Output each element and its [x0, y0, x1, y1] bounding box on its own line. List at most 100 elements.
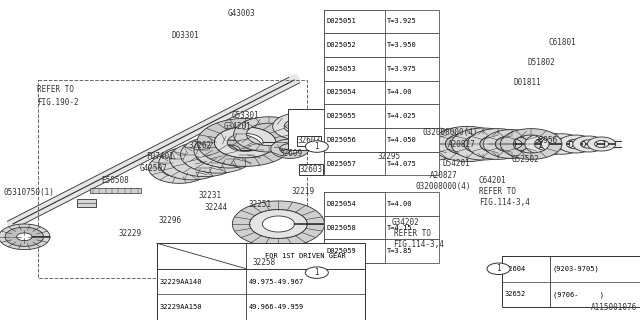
Text: T=3.950: T=3.950	[387, 42, 417, 48]
Bar	[38, 80, 307, 278]
Text: 32262: 32262	[189, 141, 212, 150]
Bar	[288, 109, 346, 150]
Text: (9203-9705): (9203-9705)	[553, 266, 600, 272]
Polygon shape	[495, 136, 529, 152]
Bar	[324, 239, 385, 263]
Circle shape	[487, 263, 510, 275]
Text: FOR 1ST DRIVEN GEAR: FOR 1ST DRIVEN GEAR	[265, 253, 346, 259]
Text: 032008000(4): 032008000(4)	[416, 182, 472, 191]
Text: T=4.00: T=4.00	[387, 90, 413, 95]
Text: T=3.925: T=3.925	[387, 19, 417, 24]
Text: 1: 1	[314, 142, 319, 151]
Polygon shape	[381, 126, 451, 162]
Bar	[324, 104, 385, 128]
Polygon shape	[352, 126, 422, 162]
Polygon shape	[161, 159, 197, 177]
Polygon shape	[273, 113, 326, 140]
Text: 32244: 32244	[205, 204, 228, 212]
Text: 32604: 32604	[505, 266, 526, 272]
Polygon shape	[370, 127, 436, 161]
Text: REFER TO: REFER TO	[37, 85, 74, 94]
Bar	[324, 81, 385, 104]
Bar	[502, 256, 640, 307]
Text: F07401: F07401	[146, 152, 173, 161]
Text: (9706-     ): (9706- )	[553, 291, 604, 298]
Polygon shape	[197, 118, 293, 166]
Text: T=4.050: T=4.050	[387, 137, 417, 143]
Text: A20827: A20827	[430, 171, 458, 180]
Text: FIG.114-3,4: FIG.114-3,4	[479, 198, 529, 207]
Text: D025051: D025051	[326, 19, 356, 24]
Text: T=3.975: T=3.975	[387, 66, 417, 72]
Text: T=4.075: T=4.075	[387, 161, 417, 166]
Text: 032008000(4): 032008000(4)	[422, 128, 478, 137]
Bar	[324, 192, 385, 216]
Circle shape	[305, 141, 328, 152]
Polygon shape	[451, 128, 515, 160]
Polygon shape	[500, 129, 562, 159]
Text: 49.966-49.959: 49.966-49.959	[249, 304, 304, 310]
Circle shape	[305, 267, 328, 278]
Text: E50508: E50508	[101, 176, 129, 185]
Text: D025053: D025053	[326, 66, 356, 72]
Text: 32296: 32296	[159, 216, 182, 225]
Polygon shape	[184, 149, 225, 169]
Polygon shape	[194, 133, 264, 168]
Polygon shape	[467, 129, 529, 159]
Polygon shape	[525, 133, 570, 155]
Text: 49.975-49.967: 49.975-49.967	[249, 279, 304, 284]
Polygon shape	[541, 134, 582, 154]
Polygon shape	[397, 127, 463, 161]
Bar	[324, 33, 439, 57]
Text: T=4.15: T=4.15	[387, 225, 413, 230]
Polygon shape	[480, 135, 516, 153]
Bar	[324, 57, 439, 81]
Text: REFER TO: REFER TO	[479, 187, 516, 196]
Text: D025059: D025059	[326, 248, 356, 254]
Polygon shape	[464, 134, 502, 154]
Polygon shape	[573, 136, 605, 152]
Text: D025056: D025056	[326, 137, 356, 143]
Text: A20827: A20827	[448, 140, 476, 149]
Text: T=3.85: T=3.85	[387, 248, 413, 254]
Bar	[90, 188, 141, 193]
Bar	[324, 128, 439, 152]
Polygon shape	[180, 136, 255, 173]
Text: G34201: G34201	[224, 122, 252, 131]
Polygon shape	[445, 133, 489, 155]
Text: A115001076: A115001076	[591, 303, 637, 312]
Text: D03301: D03301	[172, 31, 199, 40]
Text: 32652: 32652	[505, 292, 526, 297]
FancyBboxPatch shape	[77, 199, 96, 207]
Polygon shape	[250, 210, 307, 238]
Polygon shape	[232, 201, 324, 247]
Text: 32251: 32251	[248, 200, 271, 209]
Text: D025057: D025057	[326, 161, 356, 166]
Polygon shape	[5, 227, 44, 246]
Polygon shape	[170, 141, 240, 177]
Text: C64201: C64201	[479, 176, 506, 185]
Text: 38956: 38956	[534, 136, 557, 145]
Text: D025055: D025055	[326, 113, 356, 119]
Text: D025054: D025054	[326, 90, 356, 95]
Text: D54201: D54201	[443, 159, 470, 168]
Polygon shape	[483, 130, 541, 158]
Text: G43003: G43003	[227, 9, 255, 18]
Text: 32258: 32258	[253, 258, 276, 267]
Text: D025054: D025054	[326, 201, 356, 207]
Bar	[324, 10, 385, 33]
Bar	[324, 239, 439, 263]
Polygon shape	[432, 126, 502, 162]
Text: G52502: G52502	[512, 155, 540, 164]
Polygon shape	[243, 245, 314, 280]
Bar	[324, 104, 439, 128]
Text: 32295: 32295	[378, 152, 401, 161]
Polygon shape	[0, 224, 50, 250]
Text: 1: 1	[314, 268, 319, 277]
Text: FIG.190-2: FIG.190-2	[37, 98, 79, 107]
Bar	[324, 192, 439, 216]
Polygon shape	[148, 153, 210, 183]
Bar	[324, 10, 439, 33]
Text: 32603: 32603	[298, 136, 321, 145]
Bar	[324, 152, 385, 175]
